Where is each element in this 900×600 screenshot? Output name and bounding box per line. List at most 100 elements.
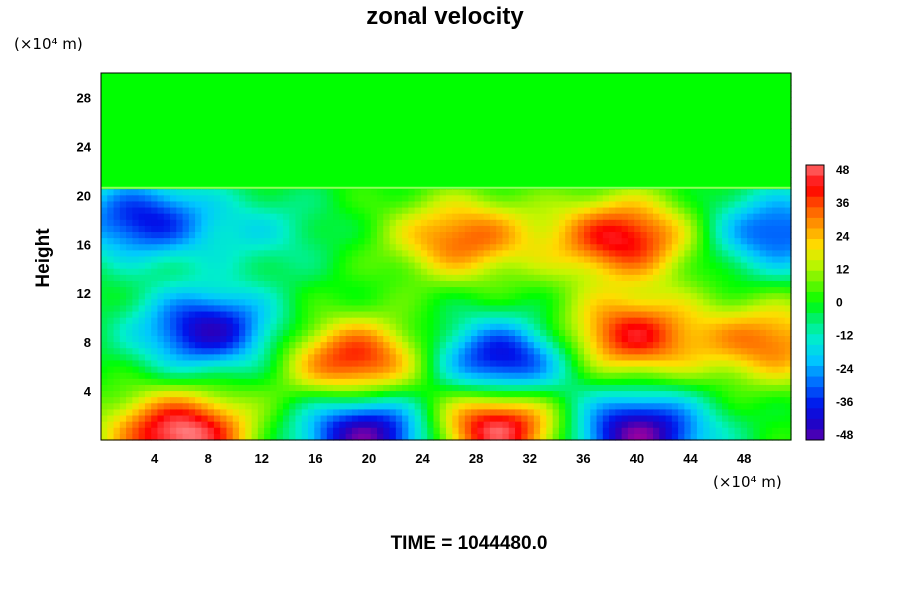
field-cell <box>446 207 453 215</box>
field-cell <box>464 287 472 294</box>
field-cell <box>464 115 472 123</box>
field-cell <box>420 342 428 349</box>
field-cell <box>389 317 397 325</box>
field-cell <box>759 256 767 264</box>
field-cell <box>709 329 717 337</box>
field-cell <box>333 317 340 325</box>
field-cell <box>477 250 485 258</box>
field-cell <box>533 189 541 196</box>
field-cell <box>515 128 522 135</box>
field-cell <box>201 164 209 172</box>
field-cell <box>264 244 271 251</box>
field-cell <box>132 207 140 215</box>
field-cell <box>420 79 428 86</box>
field-cell <box>138 115 146 123</box>
field-cell <box>452 79 460 86</box>
field-cell <box>251 238 259 245</box>
field-cell <box>609 336 616 343</box>
field-cell <box>220 232 228 239</box>
field-cell <box>546 287 554 294</box>
field-cell <box>458 323 466 331</box>
field-cell <box>496 299 504 307</box>
field-cell <box>433 201 441 209</box>
field-cell <box>690 134 698 141</box>
field-cell <box>527 97 535 105</box>
field-cell <box>602 152 610 160</box>
field-cell <box>471 158 478 166</box>
field-cell <box>571 317 579 325</box>
field-cell <box>515 293 522 300</box>
field-cell <box>552 91 560 99</box>
field-cell <box>282 170 290 178</box>
field-cell <box>333 140 340 147</box>
field-cell <box>295 164 303 172</box>
field-cell <box>659 305 667 313</box>
field-cell <box>784 183 792 190</box>
field-cell <box>101 189 108 196</box>
field-cell <box>527 336 535 343</box>
field-cell <box>245 170 253 178</box>
field-cell <box>282 299 290 307</box>
field-cell <box>577 128 585 135</box>
field-cell <box>282 219 290 227</box>
field-cell <box>527 164 535 172</box>
field-cell <box>364 85 372 92</box>
field-cell <box>414 207 422 215</box>
field-cell <box>621 176 629 184</box>
field-cell <box>270 329 278 337</box>
field-cell <box>433 146 441 154</box>
field-cell <box>345 238 353 245</box>
field-cell <box>232 207 240 215</box>
field-cell <box>326 158 334 166</box>
field-cell <box>370 323 378 331</box>
field-cell <box>358 115 366 123</box>
field-cell <box>765 164 773 172</box>
field-cell <box>402 232 409 239</box>
field-cell <box>778 97 786 105</box>
field-cell <box>684 317 692 325</box>
field-cell <box>420 140 428 147</box>
field-cell <box>747 238 754 245</box>
field-cell <box>420 336 428 343</box>
field-cell <box>747 232 754 239</box>
field-cell <box>364 103 372 111</box>
field-cell <box>188 164 196 172</box>
field-cell <box>609 225 616 233</box>
field-cell <box>690 274 698 282</box>
field-cell <box>377 323 384 331</box>
field-cell <box>464 213 472 221</box>
field-cell <box>289 342 297 349</box>
field-cell <box>101 146 108 154</box>
field-cell <box>377 293 384 300</box>
field-cell <box>389 109 397 117</box>
field-cell <box>696 225 704 233</box>
field-cell <box>615 250 623 258</box>
field-cell <box>383 183 391 190</box>
field-cell <box>395 311 403 319</box>
field-cell <box>270 103 278 111</box>
field-cell <box>696 311 704 319</box>
field-cell <box>446 238 453 245</box>
field-cell <box>151 115 159 123</box>
field-cell <box>295 213 303 221</box>
field-cell <box>170 305 177 313</box>
field-cell <box>558 85 566 92</box>
field-cell <box>176 146 184 154</box>
field-cell <box>715 85 723 92</box>
field-cell <box>101 183 108 190</box>
field-cell <box>226 164 234 172</box>
field-cell <box>571 73 579 80</box>
field-cell <box>722 121 729 129</box>
field-cell <box>784 195 792 203</box>
field-cell <box>659 287 667 294</box>
field-cell <box>552 238 560 245</box>
field-cell <box>176 195 184 203</box>
field-cell <box>477 91 485 99</box>
field-cell <box>458 97 466 105</box>
field-cell <box>634 299 642 307</box>
field-cell <box>427 250 435 258</box>
field-cell <box>289 256 297 264</box>
field-cell <box>665 268 673 276</box>
field-cell <box>590 317 598 325</box>
field-cell <box>395 250 403 258</box>
